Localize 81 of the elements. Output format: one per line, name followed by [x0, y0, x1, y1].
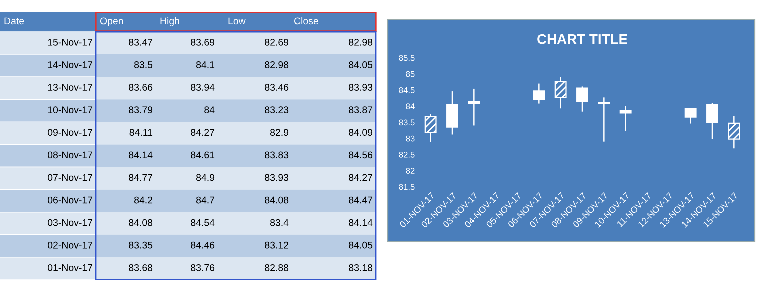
data-label: 84.77 [129, 174, 153, 182]
category-label: 07-Nov-17 [48, 174, 93, 182]
data-label: 83.94 [191, 84, 215, 91]
y-tick-label: 82 [406, 168, 415, 174]
data-label: 84.54 [191, 219, 215, 226]
data-label: 83.87 [349, 106, 373, 114]
candlestick [446, 90, 458, 136]
y-tick-label: 84 [406, 104, 415, 110]
data-label: 82.69 [265, 39, 289, 46]
category-label: 08-Nov-17 [48, 152, 93, 159]
data-label: 83.35 [129, 242, 153, 249]
data-label: 83.76 [191, 264, 215, 272]
text: Date [4, 18, 24, 25]
data-label: 83.79 [129, 106, 153, 114]
category-label: 13-Nov-17 [48, 84, 93, 91]
category-label: 06-Nov-17 [48, 196, 93, 204]
y-tick-label: 84.5 [399, 87, 415, 94]
data-label: 83.93 [349, 84, 373, 91]
data-label: 83.68 [129, 264, 153, 272]
data-label: 83.93 [265, 174, 289, 182]
data-label: 84.56 [349, 152, 373, 159]
data-label: 83.66 [129, 84, 153, 91]
category-label: 15-Nov-17 [48, 39, 93, 46]
data-label: 83.4 [270, 219, 289, 226]
data-label: 83.69 [191, 39, 215, 46]
category-label: 10-Nov-17 [48, 106, 93, 114]
data-label: 84.61 [191, 152, 215, 159]
category-label: 14-Nov-17 [48, 62, 93, 68]
data-label: 84.2 [134, 196, 153, 204]
data-label: 82.98 [265, 62, 289, 68]
chart-title: CHART TITLE [538, 34, 628, 44]
data-label: 84.11 [130, 129, 153, 136]
data-label: 84.27 [191, 129, 215, 136]
data-label: 82.98 [349, 39, 373, 46]
data-label: 84.05 [349, 62, 373, 68]
series-label: Open [100, 18, 124, 27]
series-label: Close [294, 17, 318, 25]
candlestick [728, 116, 740, 150]
candlestick [468, 88, 480, 126]
data-label: 84.9 [196, 174, 215, 182]
candlestick [598, 97, 610, 142]
data-label: 84 [204, 106, 215, 114]
data-label: 83.46 [265, 84, 289, 91]
data-label: 84.47 [349, 196, 373, 204]
y-tick-label: 81.5 [399, 184, 415, 190]
data-label: 83.12 [265, 242, 289, 249]
candlestick [424, 113, 437, 144]
category-label: 03-Nov-17 [48, 219, 93, 226]
candlestick [554, 76, 567, 110]
y-tick-label: 83 [406, 136, 415, 142]
candlestick [576, 86, 588, 112]
data-label: 83.83 [265, 152, 289, 159]
y-tick-label: 83.5 [399, 120, 415, 126]
data-label: 82.9 [270, 129, 289, 136]
data-label: 82.88 [265, 264, 289, 272]
series-label: Low [228, 18, 246, 25]
category-label: 02-Nov-17 [48, 242, 93, 249]
category-label: 09-Nov-17 [48, 129, 93, 136]
data-label: 84.14 [129, 152, 153, 159]
data-label: 83.23 [265, 106, 289, 114]
data-label: 84.08 [129, 219, 153, 226]
candlestick [533, 83, 546, 104]
data-label: 84.46 [191, 242, 215, 249]
data-label: 84.27 [349, 174, 373, 182]
series-label: High [160, 17, 180, 27]
candlestick [620, 106, 632, 132]
y-tick-label: 85.5 [399, 55, 415, 62]
category-label: 01-Nov-17 [48, 264, 93, 272]
data-label: 83.18 [349, 264, 373, 272]
data-label: 84.1 [196, 62, 215, 68]
data-label: 84.05 [349, 242, 373, 249]
data-label: 84.08 [265, 196, 289, 204]
candlestick [706, 102, 718, 140]
data-label: 84.7 [196, 196, 215, 204]
data-label: 84.09 [349, 129, 373, 136]
y-tick-label: 82.5 [399, 152, 415, 158]
y-tick-label: 85 [406, 71, 415, 78]
data-label: 84.14 [349, 219, 373, 226]
data-label: 83.47 [129, 39, 153, 46]
data-label: 83.5 [134, 62, 153, 68]
candlestick [684, 108, 697, 124]
